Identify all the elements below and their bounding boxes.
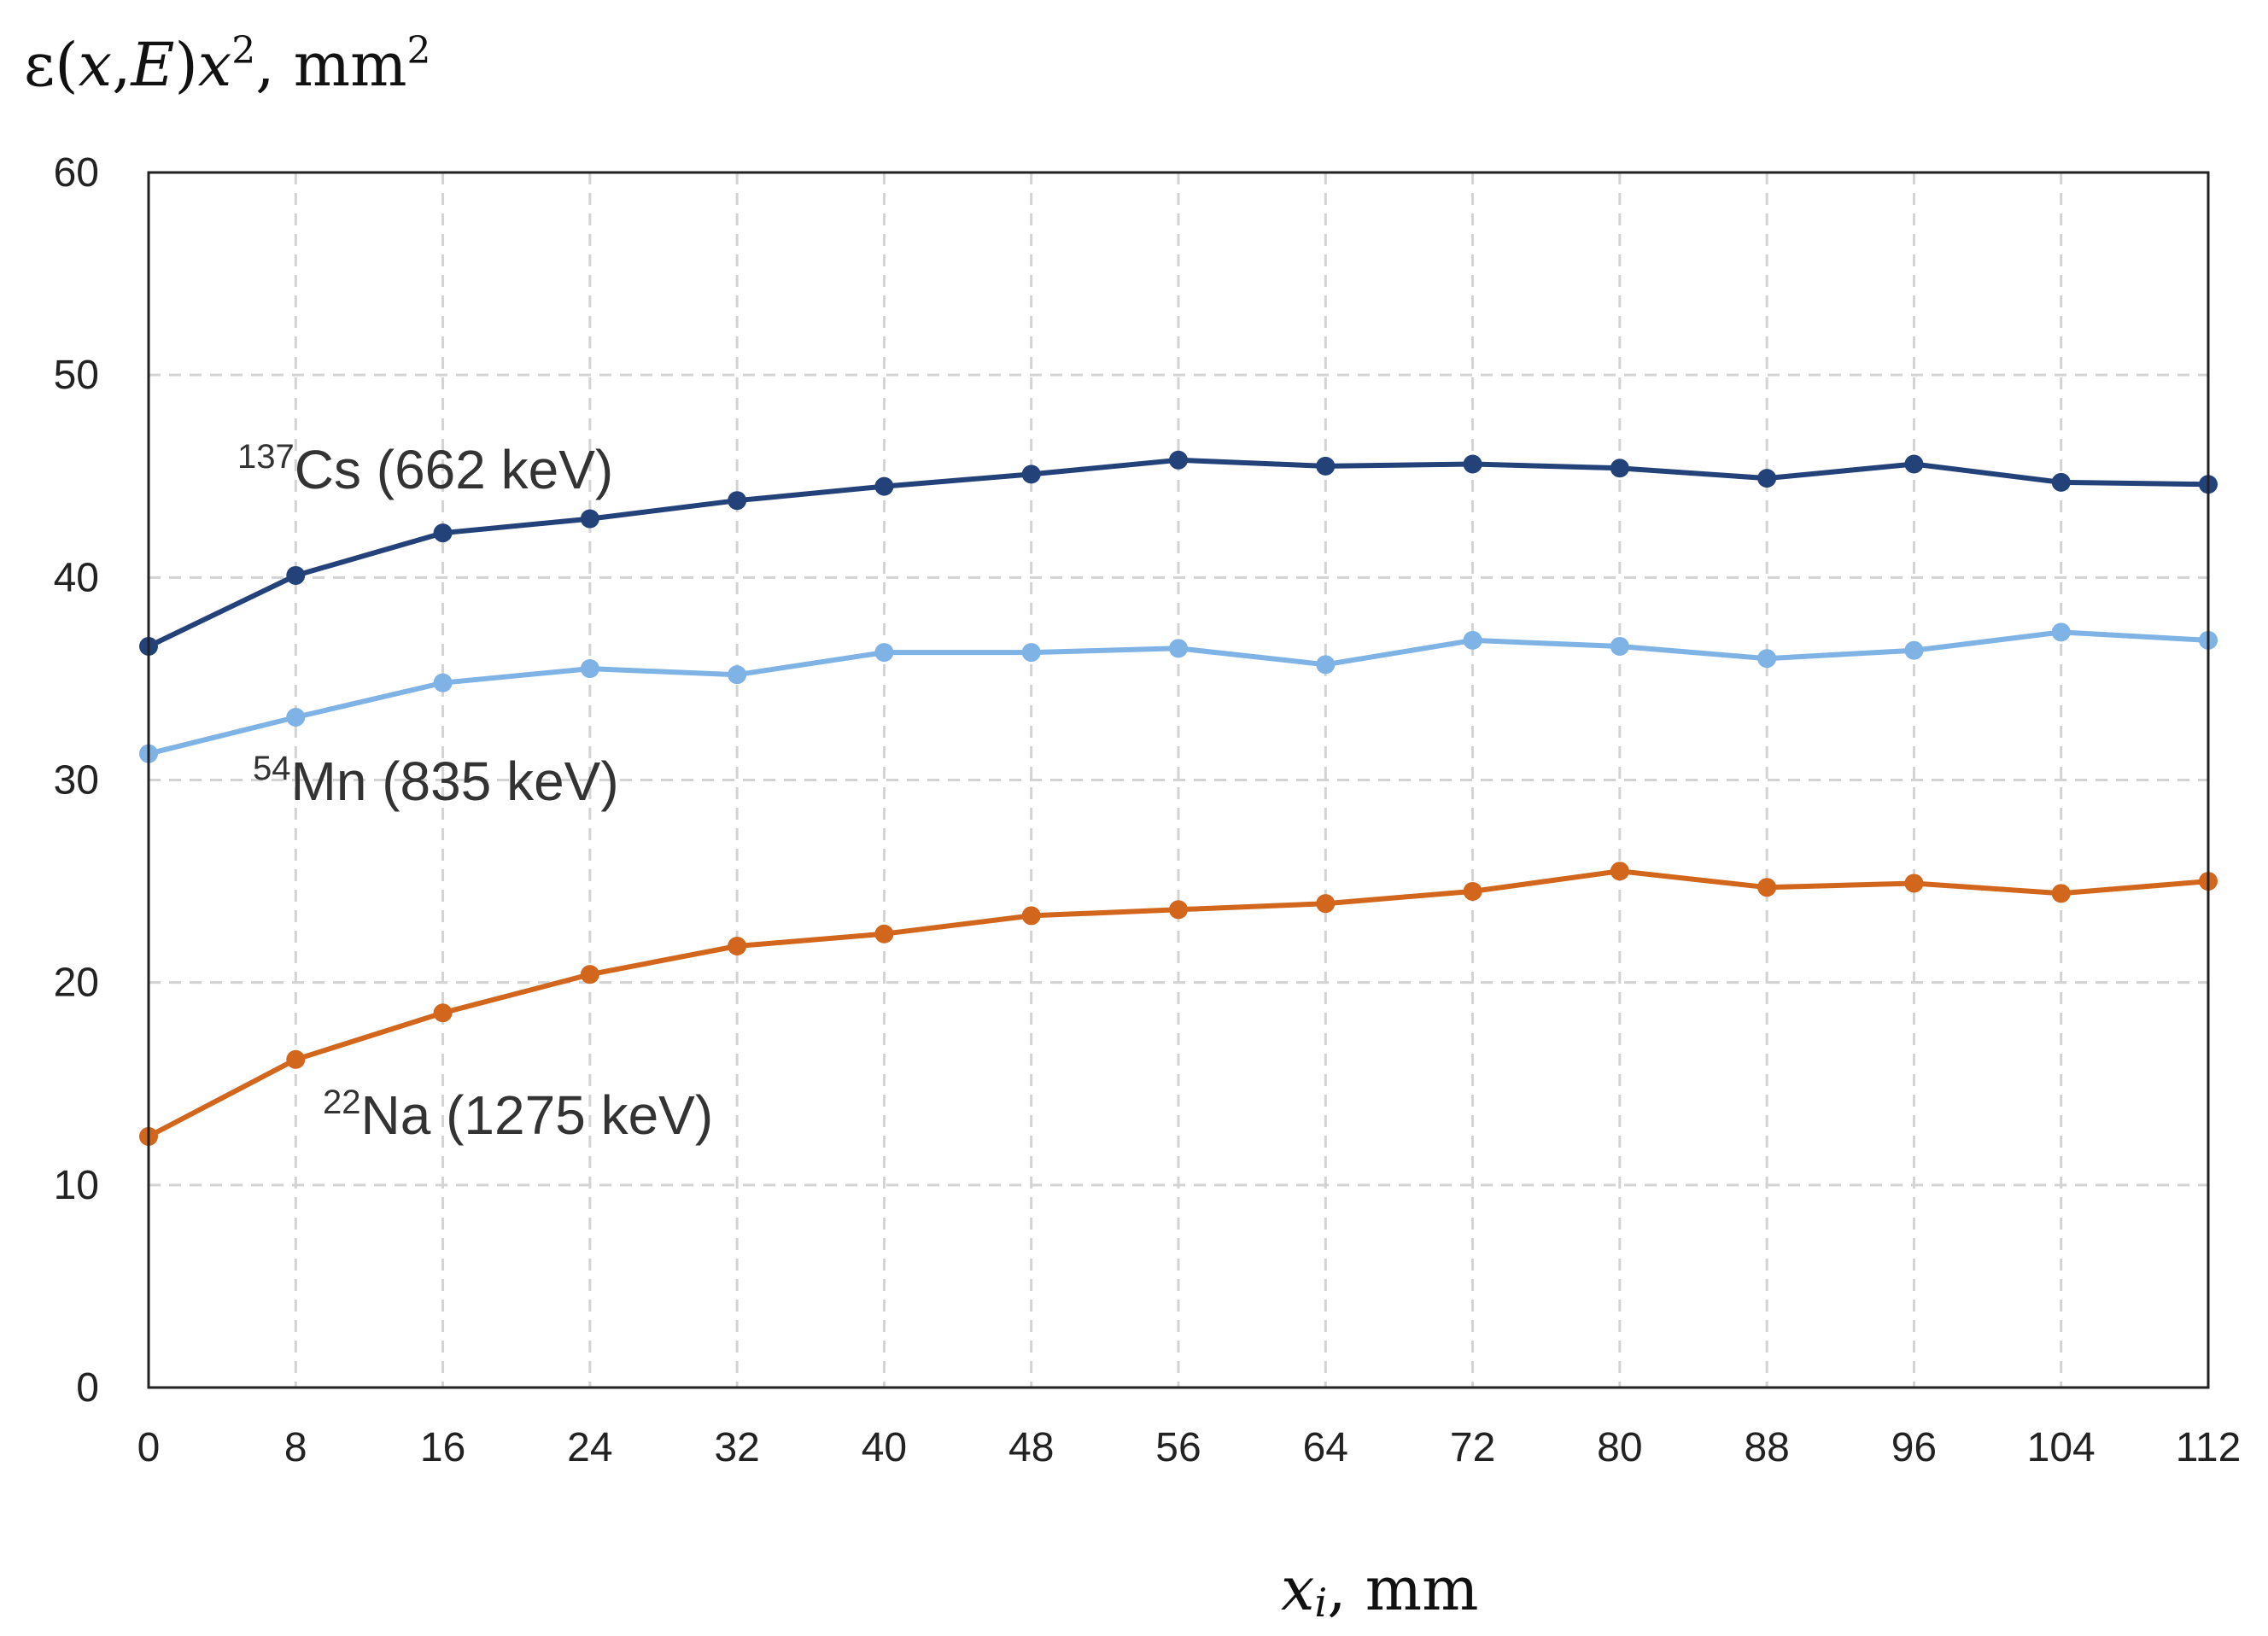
- data-point-cs-137: [580, 509, 599, 529]
- x-tick-label: 112: [2176, 1425, 2242, 1470]
- data-point-na-22: [1610, 862, 1629, 881]
- data-point-cs-137: [286, 565, 306, 585]
- x-tick-label: 64: [1303, 1425, 1348, 1470]
- data-point-mn-54: [1316, 655, 1336, 675]
- x-axis-label: xi, mm: [1281, 1554, 1478, 1626]
- x-tick-label: 80: [1597, 1425, 1642, 1470]
- y-tick-label: 50: [54, 353, 99, 398]
- x-tick-label: 88: [1744, 1425, 1789, 1470]
- data-point-mn-54: [580, 659, 599, 679]
- data-point-na-22: [874, 924, 894, 944]
- data-point-cs-137: [1021, 465, 1041, 484]
- series-label-na22: 22Na (1275 keV): [323, 1084, 713, 1146]
- data-point-mn-54: [728, 665, 747, 685]
- x-tick-label: 48: [1008, 1425, 1054, 1470]
- data-point-cs-137: [433, 523, 453, 543]
- data-point-mn-54: [1610, 636, 1629, 656]
- x-tick-label: 32: [714, 1425, 759, 1470]
- data-point-mn-54: [1757, 649, 1777, 669]
- data-point-na-22: [1757, 878, 1777, 897]
- x-tick-label: 56: [1155, 1425, 1201, 1470]
- data-point-na-22: [286, 1049, 306, 1069]
- x-tick-label: 8: [284, 1425, 307, 1470]
- x-tick-label: 0: [137, 1425, 161, 1470]
- data-point-cs-137: [1463, 454, 1482, 474]
- series-cs-137: [139, 450, 2218, 656]
- data-point-cs-137: [1757, 469, 1777, 488]
- series-label-mn54: 54Mn (835 keV): [253, 750, 619, 812]
- data-point-mn-54: [1463, 630, 1482, 650]
- y-tick-label: 60: [54, 150, 99, 196]
- series-group: [139, 450, 2218, 1146]
- data-point-na-22: [1316, 894, 1336, 914]
- data-point-na-22: [2051, 884, 2071, 903]
- data-point-cs-137: [1904, 454, 1924, 474]
- data-point-cs-137: [728, 491, 747, 511]
- data-point-mn-54: [1169, 639, 1188, 658]
- data-point-na-22: [1169, 900, 1188, 920]
- data-point-na-22: [433, 1003, 453, 1023]
- y-tick-label: 0: [76, 1365, 99, 1411]
- data-point-cs-137: [1610, 459, 1629, 478]
- data-point-mn-54: [1904, 640, 1924, 660]
- x-tick-labels: 0 8 16 24 32 40 48 56 64 72 80 88 96 104 112: [137, 1425, 2242, 1470]
- y-tick-label: 10: [54, 1163, 99, 1208]
- series-na-22: [139, 862, 2218, 1146]
- x-tick-label: 40: [862, 1425, 907, 1470]
- data-point-mn-54: [874, 643, 894, 663]
- y-tick-label: 40: [54, 555, 99, 600]
- y-axis-label: ε(x,E)x2, mm2: [24, 29, 431, 100]
- data-point-mn-54: [433, 673, 453, 692]
- y-tick-labels: 0 10 20 30 40 50 60: [54, 150, 99, 1411]
- plot-frame: [147, 171, 2210, 1389]
- series-mn-54: [139, 622, 2218, 763]
- data-point-na-22: [1021, 906, 1041, 926]
- data-point-cs-137: [1316, 456, 1336, 476]
- data-point-cs-137: [2051, 472, 2071, 492]
- data-point-cs-137: [1169, 450, 1188, 470]
- x-tick-label: 72: [1450, 1425, 1495, 1470]
- data-point-mn-54: [1021, 643, 1041, 663]
- data-point-mn-54: [2051, 622, 2071, 642]
- x-tick-label: 16: [420, 1425, 465, 1470]
- data-point-na-22: [1463, 881, 1482, 901]
- x-tick-label: 96: [1891, 1425, 1937, 1470]
- x-tick-label: 24: [567, 1425, 612, 1470]
- data-point-cs-137: [874, 476, 894, 496]
- x-tick-label: 104: [2027, 1425, 2096, 1470]
- data-point-na-22: [580, 965, 599, 985]
- data-point-na-22: [1904, 874, 1924, 893]
- grid: [149, 172, 2208, 1388]
- data-point-mn-54: [286, 707, 306, 727]
- series-label-cs137: 137Cs (662 keV): [237, 438, 613, 500]
- data-point-na-22: [728, 936, 747, 955]
- y-tick-label: 20: [54, 961, 99, 1006]
- y-tick-label: 30: [54, 758, 99, 803]
